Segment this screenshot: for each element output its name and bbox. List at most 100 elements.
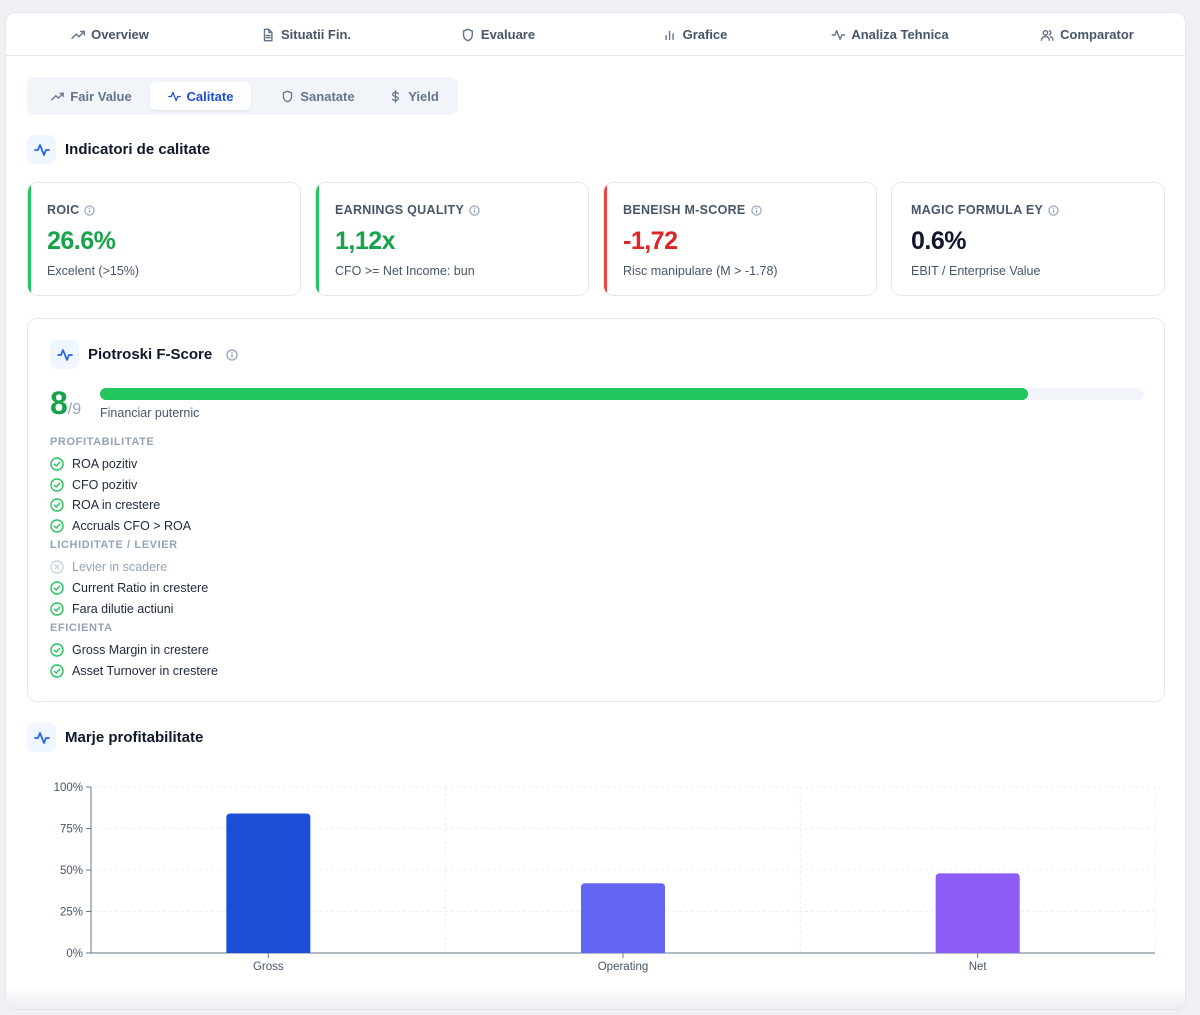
f-score-progress-bar [100,388,1144,400]
users-icon [1040,29,1054,41]
criteria-item: Current Ratio in crestere [50,580,208,596]
subtab-label: Fair Value [70,88,132,104]
subtab-calitate[interactable]: Calitate [150,82,251,110]
subtab-sanatate[interactable]: Sanatate [261,82,375,110]
bar-chart-icon [665,30,674,40]
tab-label: Evaluare [480,27,536,42]
bar-operating [581,883,665,953]
info-icon[interactable] [469,204,480,216]
card-accent [604,183,607,295]
criteria-item: Gross Margin in crestere [50,642,209,658]
card-accent [316,183,319,295]
criteria-item: Levier in scadere [50,559,167,575]
criteria-item: Asset Turnover in crestere [50,663,218,679]
x-circle-icon [50,560,64,575]
subtab-yield[interactable]: Yield [377,82,451,110]
criteria-text: Asset Turnover in crestere [72,663,218,678]
sub-tabs: Fair Value Calitate Sanatate Yield [27,77,458,115]
app-frame: Overview Situatii Fin. Evaluare Grafice … [5,12,1186,1010]
f-score: 8/9 [50,386,81,427]
criteria-text: Gross Margin in crestere [72,643,209,658]
check-circle-icon [50,519,64,533]
tab-situatii-fin[interactable]: Situatii Fin. [261,13,351,56]
criteria-text: Levier in scadere [72,560,168,575]
x-tick-label: Net [969,961,988,973]
info-icon[interactable] [1048,204,1059,216]
top-nav: Overview Situatii Fin. Evaluare Grafice … [6,13,1185,56]
card-label-text: MAGIC FORMULA EY [911,203,1044,217]
trending-up-icon [51,92,65,100]
activity-icon [27,723,56,752]
bar-gross [226,813,311,953]
card-label-text: BENEISH M-SCORE [623,203,746,217]
card-label-text: EARNINGS QUALITY [335,203,465,217]
check-circle-icon [50,601,64,616]
tab-label: Analiza Tehnica [851,27,949,42]
tab-label: Comparator [1060,27,1134,42]
metric-card-beneish-m-score: BENEISH M-SCORE -1,72 Risc manipulare (M… [603,182,877,296]
margins-header: Marje profitabilitate [27,723,203,752]
criteria-item: ROA pozitiv [50,456,137,472]
metric-card-earnings-quality: EARNINGS QUALITY 1,12x CFO >= Net Income… [315,182,589,296]
criteria-text: Fara dilutie actiuni [72,601,174,616]
info-icon[interactable] [750,204,762,216]
check-circle-icon [50,457,64,471]
tab-label: Grafice [682,27,728,42]
shield-icon [462,28,473,41]
y-tick-label: 100% [54,782,83,794]
tab-label: Situatii Fin. [280,27,352,42]
criteria-text: CFO pozitiv [72,477,138,492]
subtab-label: Yield [408,88,439,104]
card-label: MAGIC FORMULA EY [911,203,1059,217]
y-tick-label: 75% [60,824,83,836]
criteria-group-label: LICHIDITATE / LEVIER [50,539,178,552]
info-icon[interactable] [84,204,96,216]
info-icon[interactable] [226,348,238,361]
criteria-text: Current Ratio in crestere [72,581,209,595]
card-value: 26.6% [47,227,116,255]
activity-icon [167,91,181,101]
card-label: BENEISH M-SCORE [623,203,762,217]
tab-analiza-tehnica[interactable]: Analiza Tehnica [831,13,949,56]
bar-net [935,873,1020,953]
y-tick-label: 25% [60,907,83,919]
check-circle-icon [50,477,64,492]
criteria-item: Fara dilutie actiuni [50,601,173,617]
piotroski-header: Piotroski F-Score [50,340,238,369]
card-value: 1,12x [335,227,396,255]
bottom-fade [6,987,1185,1009]
card-subtext: Excelent (>15%) [47,264,140,278]
tab-evaluare[interactable]: Evaluare [461,13,535,56]
criteria-item: CFO pozitiv [50,477,137,493]
y-tick-label: 0% [66,948,83,960]
card-value: 0.6% [911,227,966,255]
tab-overview[interactable]: Overview [71,13,149,56]
subtab-label: Sanatate [300,88,355,104]
card-label: ROIC [47,203,96,217]
subtab-fair-value[interactable]: Fair Value [35,82,148,110]
criteria-text: ROA pozitiv [72,457,138,471]
check-circle-icon [50,498,64,512]
criteria-item: Accruals CFO > ROA [50,518,191,534]
tab-grafice[interactable]: Grafice [663,13,728,56]
card-subtext: CFO >= Net Income: bun [335,264,475,278]
metric-card-magic-formula-ey: MAGIC FORMULA EY 0.6% EBIT / Enterprise … [891,182,1165,296]
check-circle-icon [50,581,64,595]
y-tick-label: 50% [60,865,83,877]
card-label-text: ROIC [47,203,80,217]
activity-icon [831,29,846,40]
card-subtext: Risc manipulare (M > -1.78) [623,264,778,278]
shield-icon [283,90,293,102]
f-score-value: 8 [50,385,68,421]
criteria-item: ROA in crestere [50,497,160,513]
subtab-label: Calitate [186,88,234,104]
margins-title: Marje profitabilitate [65,729,204,746]
activity-icon [50,340,79,369]
card-subtext: EBIT / Enterprise Value [911,264,1041,278]
activity-icon [27,135,56,164]
check-circle-icon [50,664,64,678]
piotroski-card: Piotroski F-Score 8/9 Financiar puternic… [27,318,1165,702]
tab-comparator[interactable]: Comparator [1040,13,1134,56]
quality-title: Indicatori de calitate [65,141,211,158]
x-tick-label: Gross [253,961,284,973]
